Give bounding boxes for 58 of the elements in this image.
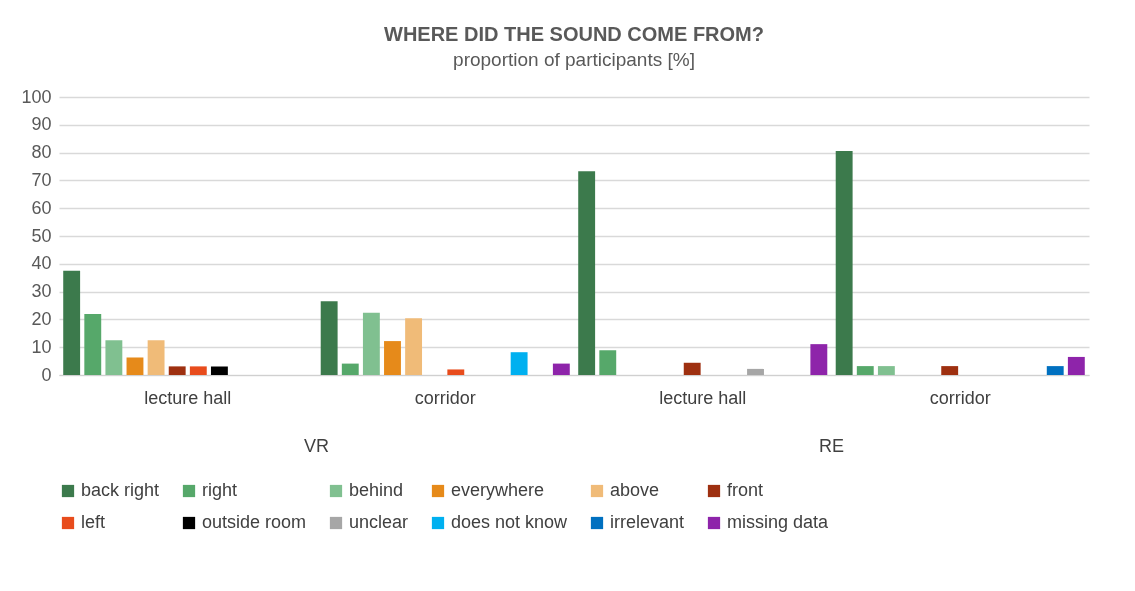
bar: [599, 350, 617, 375]
bar: [405, 318, 423, 375]
legend-label: outside room: [202, 512, 307, 532]
legend-label: everywhere: [451, 480, 545, 500]
y-tick-label: 30: [31, 281, 52, 302]
legend-label: left: [81, 512, 106, 532]
y-tick-label: 60: [31, 197, 52, 218]
bar: [447, 369, 465, 375]
bar: [578, 171, 596, 375]
y-tick-label: 50: [31, 225, 52, 246]
y-tick-label: 90: [31, 114, 52, 135]
bar: [105, 340, 123, 375]
y-tick-label: 20: [31, 308, 52, 329]
legend-label: above: [610, 480, 660, 500]
legend-label: irrelevant: [610, 512, 685, 532]
chart-subtitle: proportion of participants [%]: [453, 49, 695, 70]
y-tick-label: 10: [31, 336, 52, 357]
bar: [747, 368, 764, 375]
x-tick-label: lecture hall: [659, 387, 747, 408]
x-tick-label: lecture hall: [144, 387, 232, 408]
y-tick-label: 40: [31, 253, 52, 274]
bar: [810, 344, 828, 375]
x-tick-label: corridor: [414, 387, 476, 408]
bar: [1046, 366, 1064, 375]
bar: [63, 270, 81, 375]
bar: [147, 340, 165, 375]
bar: [126, 357, 144, 375]
y-tick-label: 100: [21, 86, 52, 107]
bar: [362, 312, 380, 375]
bar: [835, 150, 853, 375]
legend-label: right: [202, 480, 238, 500]
bar: [84, 314, 102, 375]
bar: [210, 366, 228, 375]
bar: [1067, 356, 1085, 375]
y-tick-label: 80: [31, 142, 52, 163]
text: RE: [818, 436, 845, 456]
y-tick-label: 70: [31, 169, 52, 190]
legend-label: does not know: [451, 512, 569, 532]
legend-label: front: [727, 480, 764, 500]
bar: [189, 366, 207, 375]
legend-label: behind: [349, 480, 404, 500]
bar: [856, 366, 874, 375]
bar: [384, 341, 401, 375]
bar: [877, 366, 895, 375]
bar: [683, 362, 701, 375]
bar: [168, 366, 186, 375]
y-tick-label: 0: [41, 364, 52, 385]
bar: [941, 366, 959, 375]
chart-title: WHERE DID THE SOUND COME FROM?: [384, 23, 764, 45]
bar: [510, 352, 528, 375]
x-tick-label: corridor: [929, 387, 991, 408]
bar: [320, 301, 338, 375]
legend-label: back right: [81, 480, 160, 500]
legend-label: unclear: [349, 512, 409, 532]
text: VR: [303, 436, 330, 456]
legend-label: missing data: [727, 512, 830, 532]
bar: [341, 363, 359, 375]
bar: [552, 363, 570, 375]
